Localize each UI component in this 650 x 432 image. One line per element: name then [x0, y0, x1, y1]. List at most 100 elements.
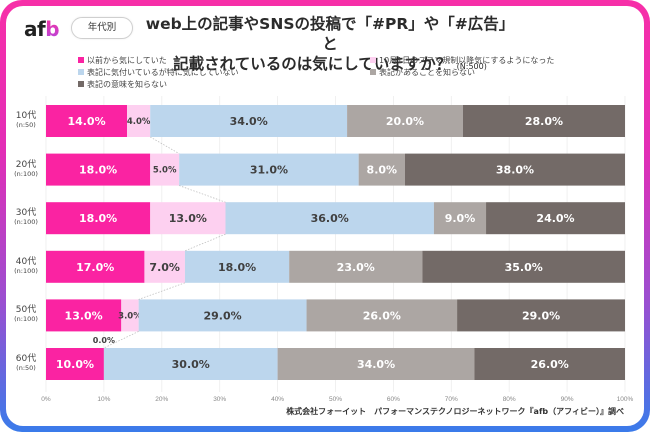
- bar-segment: [46, 299, 122, 332]
- x-tick-label: 90%: [561, 396, 574, 403]
- bar-segment: [225, 202, 434, 235]
- series-line: [179, 185, 226, 203]
- x-tick-label: 60%: [387, 396, 400, 403]
- category-age: 30代: [15, 208, 37, 219]
- logo-text-accent: b: [45, 17, 60, 41]
- data-label: 10.0%: [56, 358, 94, 371]
- data-label: 9.0%: [445, 212, 476, 225]
- data-label: 26.0%: [363, 309, 401, 322]
- category-label: 60代 (n:50): [6, 355, 46, 373]
- bar-segment: [306, 299, 458, 332]
- category-sample-size: (n:50): [16, 364, 36, 372]
- category-label: 40代 (n:100): [6, 256, 46, 276]
- category-sample-size: (n:100): [14, 169, 38, 178]
- legend-swatch: [370, 69, 376, 75]
- series-line: [184, 233, 226, 252]
- bar-segment: [184, 250, 290, 283]
- bar-segment: [179, 153, 359, 186]
- x-tick-label: 40%: [271, 396, 284, 403]
- x-tick-label: 10%: [97, 396, 110, 403]
- data-label: 20.0%: [386, 115, 424, 128]
- x-tick-label: 0%: [41, 396, 51, 403]
- bar-segment: [457, 299, 625, 332]
- data-label: 8.0%: [367, 164, 398, 177]
- bar-segment: [486, 202, 625, 235]
- segment-tag: 年代別: [71, 17, 133, 39]
- data-label: 34.0%: [230, 115, 268, 128]
- x-tick-label: 100%: [617, 396, 634, 403]
- data-label: 14.0%: [67, 115, 105, 128]
- bar-segment: [150, 153, 180, 186]
- series-line: [103, 331, 139, 349]
- series-line: [138, 282, 186, 300]
- bar-segment: [474, 348, 625, 380]
- data-label: 26.0%: [531, 358, 569, 371]
- legend-item: 表記に気付いているが特に気にしていない: [78, 67, 239, 78]
- legend-label: 表記があることを知らない: [379, 68, 475, 77]
- category-sample-size: (n:100): [14, 315, 38, 324]
- bar-segment: [150, 105, 348, 137]
- x-tick-label: 30%: [213, 396, 226, 403]
- legend-swatch: [370, 57, 376, 63]
- bar-segment: [150, 202, 226, 235]
- category-label: 20代 (n:100): [6, 160, 46, 179]
- data-label: 3.0%: [118, 311, 142, 321]
- data-label: 29.0%: [204, 309, 242, 322]
- category-age: 40代: [15, 256, 37, 267]
- category-sample-size: (n:50): [16, 121, 36, 129]
- data-label: 38.0%: [496, 164, 534, 177]
- bar-segment: [46, 250, 145, 283]
- bar-segment: [46, 348, 104, 380]
- category-age: 10代: [15, 111, 37, 121]
- bar-segment: [404, 153, 625, 186]
- legend-label: 表記に気付いているが特に気にしていない: [87, 68, 239, 77]
- category-label: 10代 (n:50): [6, 112, 46, 130]
- category-age: 60代: [15, 354, 37, 364]
- data-label: 30.0%: [172, 358, 210, 371]
- legend-label: 以前から気にしていた: [87, 56, 167, 65]
- x-tick-label: 20%: [155, 396, 168, 403]
- bar-segment: [289, 250, 423, 283]
- data-label: 13.0%: [65, 309, 103, 322]
- legend-swatch: [78, 69, 84, 75]
- sample-size: (N:500): [456, 62, 487, 71]
- legend-label: 10月1日のステマ規制以降気にするようになった: [379, 56, 555, 65]
- data-label: 23.0%: [337, 261, 375, 274]
- bar-segment: [103, 348, 278, 380]
- data-label: 24.0%: [536, 212, 574, 225]
- title-line-2-text: 記載されているのは気にしていますか？: [173, 55, 452, 73]
- data-label: 36.0%: [311, 212, 349, 225]
- category-sample-size: (n:100): [14, 218, 38, 227]
- data-label: 17.0%: [76, 261, 114, 274]
- data-label: 18.0%: [79, 164, 117, 177]
- bar-segment: [46, 105, 128, 137]
- data-label: 4.0%: [127, 117, 151, 127]
- category-label: 50代 (n:100): [6, 306, 46, 324]
- legend-item: 以前から気にしていた: [78, 55, 167, 66]
- data-label: 13.0%: [169, 212, 207, 225]
- data-label: 7.0%: [149, 261, 180, 274]
- data-label: 34.0%: [357, 358, 395, 371]
- bar-segment: [433, 202, 487, 235]
- bar-segment: [127, 105, 151, 137]
- bar-segment: [46, 153, 151, 186]
- data-label: 18.0%: [218, 261, 256, 274]
- logo-text: af: [24, 17, 46, 41]
- bar-segment: [462, 105, 625, 137]
- x-tick-label: 80%: [503, 396, 516, 403]
- data-label: 31.0%: [250, 164, 288, 177]
- data-label: 29.0%: [522, 309, 560, 322]
- legend-swatch: [78, 81, 84, 87]
- data-label: 18.0%: [79, 212, 117, 225]
- bar-segment: [121, 299, 139, 332]
- bar-segment: [277, 348, 475, 380]
- legend-item: 表記の意味を知らない: [78, 79, 167, 90]
- chart-title: web上の記事やSNSの投稿で「#PR」や「#広告」と 記載されているのは気にし…: [140, 14, 520, 77]
- title-line-2: 記載されているのは気にしていますか？ (N:500): [140, 54, 520, 77]
- data-label: 5.0%: [153, 166, 177, 176]
- category-age: 50代: [15, 305, 37, 316]
- category-sample-size: (n:100): [14, 266, 38, 275]
- data-label: 35.0%: [505, 261, 543, 274]
- data-label: 28.0%: [525, 115, 563, 128]
